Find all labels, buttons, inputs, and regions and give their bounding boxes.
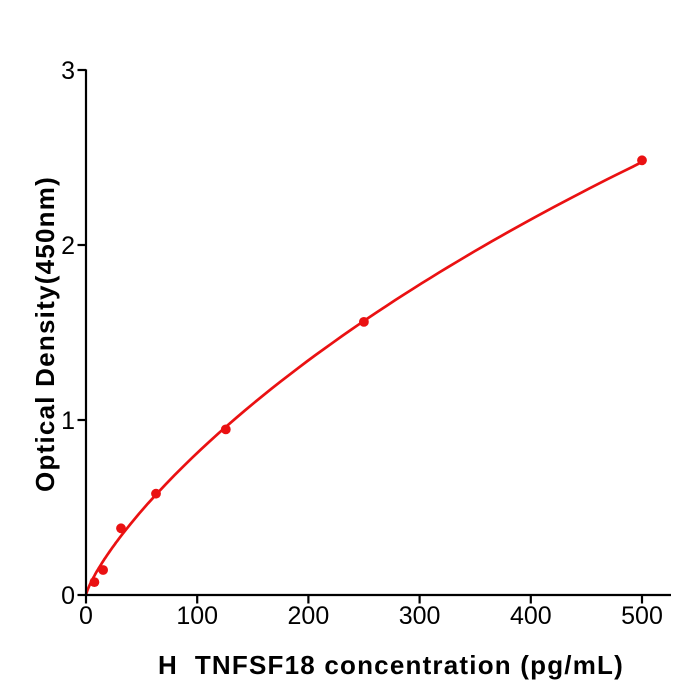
- svg-text:500: 500: [621, 602, 663, 630]
- svg-text:100: 100: [176, 602, 218, 630]
- svg-text:3: 3: [61, 57, 75, 85]
- svg-text:2: 2: [61, 232, 75, 260]
- svg-text:1: 1: [61, 407, 75, 435]
- svg-text:300: 300: [399, 602, 441, 630]
- svg-text:H TNFSF18 concentration (pg/m: H TNFSF18 concentration (pg/mL): [158, 650, 624, 680]
- svg-text:Optical Density(450nm): Optical Density(450nm): [30, 176, 60, 492]
- svg-text:400: 400: [510, 602, 552, 630]
- svg-text:0: 0: [79, 602, 93, 630]
- svg-text:0: 0: [61, 582, 75, 610]
- svg-text:200: 200: [288, 602, 330, 630]
